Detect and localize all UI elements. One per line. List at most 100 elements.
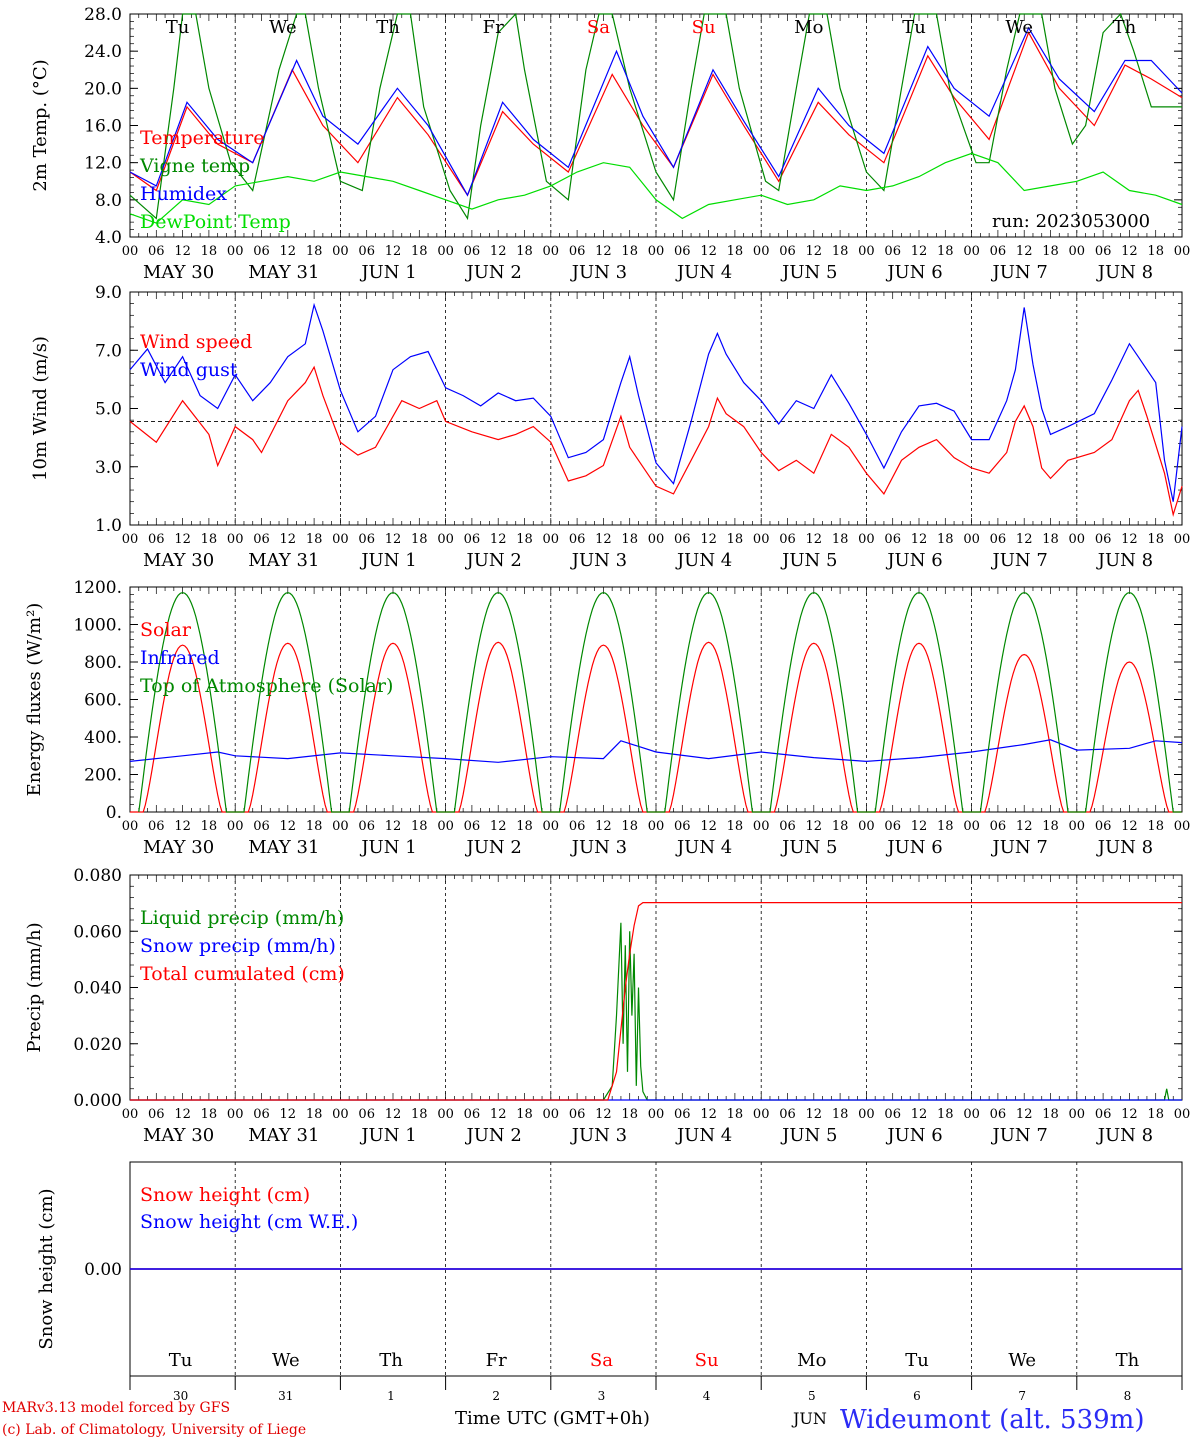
hour-tick-label: 06 — [358, 819, 375, 834]
hour-tick-label: 12 — [490, 819, 507, 834]
series-line-infrared — [129, 739, 1183, 763]
hour-tick-label: 00 — [753, 532, 770, 547]
precip-plot — [130, 902, 1182, 1101]
hour-tick-label: 00 — [122, 819, 139, 834]
date-label: JUN 8 — [1096, 262, 1153, 283]
day-name-label: Th — [376, 17, 400, 38]
hour-tick-label: 12 — [595, 532, 612, 547]
hour-tick-label: 12 — [595, 244, 612, 259]
hour-tick-label: 18 — [1042, 819, 1059, 834]
day-name-label: Sa — [590, 1350, 613, 1371]
date-label: JUN 6 — [885, 262, 942, 283]
legend-liquid-precip-mm-h-: Liquid precip (mm/h) — [140, 907, 344, 929]
y-tick-label: 24.0 — [84, 42, 122, 62]
hour-tick-label: 12 — [806, 1107, 823, 1122]
hour-tick-label: 12 — [911, 244, 928, 259]
y-tick-label: 0.060 — [73, 922, 122, 942]
hour-tick-label: 12 — [1016, 1107, 1033, 1122]
hour-tick-label: 00 — [858, 819, 875, 834]
day-name-label: Tu — [902, 17, 926, 38]
hour-tick-label: 18 — [727, 244, 744, 259]
hour-tick-label: 00 — [858, 532, 875, 547]
legend-top-of-atmosphere-solar-: Top of Atmosphere (Solar) — [140, 675, 393, 697]
hour-tick-label: 06 — [779, 244, 796, 259]
hour-tick-label: 06 — [990, 1107, 1007, 1122]
hour-tick-label: 06 — [569, 819, 586, 834]
day-name-label: Su — [692, 17, 716, 38]
hour-tick-label: 12 — [174, 1107, 191, 1122]
date-label: JUN 4 — [675, 262, 732, 283]
hour-tick-label: 06 — [779, 819, 796, 834]
legend-solar: Solar — [140, 619, 192, 641]
hour-tick-label: 18 — [201, 532, 218, 547]
hour-tick-label: 00 — [1174, 532, 1191, 547]
hour-tick-label: 18 — [1147, 532, 1164, 547]
hour-tick-label: 18 — [727, 819, 744, 834]
hour-tick-label: 06 — [148, 819, 165, 834]
hour-tick-label: 06 — [253, 244, 270, 259]
hour-tick-label: 00 — [543, 1107, 560, 1122]
hour-tick-label: 06 — [884, 532, 901, 547]
date-label: MAY 31 — [248, 837, 319, 858]
hour-tick-label: 12 — [174, 244, 191, 259]
day-number-label: 31 — [278, 1389, 293, 1403]
date-label: JUN 7 — [991, 262, 1048, 283]
hour-tick-label: 18 — [1042, 532, 1059, 547]
hour-tick-label: 18 — [832, 532, 849, 547]
hour-tick-label: 00 — [332, 532, 349, 547]
hour-tick-label: 12 — [700, 819, 717, 834]
date-label: MAY 31 — [248, 550, 319, 571]
series-line-temperature — [129, 31, 1183, 197]
day-name-label: Tu — [169, 1350, 193, 1371]
hour-tick-label: 18 — [411, 819, 428, 834]
hour-tick-label: 00 — [543, 819, 560, 834]
y-tick-label: 5.0 — [95, 400, 122, 420]
date-label: JUN 2 — [465, 837, 522, 858]
series-line-top-of-atmosphere-solar- — [138, 591, 1182, 813]
hour-tick-label: 06 — [674, 532, 691, 547]
hour-tick-label: 00 — [227, 532, 244, 547]
legend-infrared: Infrared — [140, 647, 220, 669]
temp-y-axis-label: 2m Temp. (°C) — [30, 59, 51, 191]
hour-tick-label: 12 — [280, 532, 297, 547]
station-label: Wideumont (alt. 539m) — [840, 1405, 1144, 1435]
date-label: JUN 5 — [780, 550, 837, 571]
y-tick-label: 0.020 — [73, 1035, 122, 1055]
hour-tick-label: 12 — [911, 532, 928, 547]
date-label: MAY 30 — [143, 262, 214, 283]
date-label: JUN 7 — [991, 550, 1048, 571]
date-label: JUN 2 — [465, 1125, 522, 1146]
hour-tick-label: 18 — [411, 532, 428, 547]
hour-tick-label: 18 — [306, 1107, 323, 1122]
hour-tick-label: 18 — [621, 244, 638, 259]
day-name-label: We — [269, 17, 297, 38]
day-name-label: Mo — [794, 17, 823, 38]
legend-wind-speed: Wind speed — [140, 331, 252, 353]
hour-tick-label: 18 — [832, 244, 849, 259]
hour-tick-label: 06 — [779, 532, 796, 547]
temp-panel: 00 06 12 18 00 06 12 18 00 06 12 18 00 06 12 18 00 06 12 18… — [30, 5, 1190, 283]
day-name-label: We — [1008, 1350, 1036, 1371]
hour-tick-label: 18 — [1042, 244, 1059, 259]
series-line-total-cumulated-cm- — [130, 902, 1182, 1101]
energy-frame — [129, 586, 1183, 813]
hour-tick-label: 00 — [122, 244, 139, 259]
hour-tick-label: 06 — [990, 819, 1007, 834]
hour-tick-label: 06 — [148, 532, 165, 547]
day-name-label: Fr — [486, 1350, 507, 1371]
y-tick-label: 4.0 — [95, 228, 122, 248]
hour-tick-label: 18 — [516, 819, 533, 834]
hour-tick-label: 12 — [174, 532, 191, 547]
y-tick-label: 20.0 — [84, 79, 122, 99]
hour-tick-label: 12 — [385, 532, 402, 547]
date-label: JUN 6 — [885, 550, 942, 571]
date-label: JUN 1 — [359, 262, 416, 283]
hour-tick-label: 00 — [963, 532, 980, 547]
legend-vigne-temp: Vigne temp — [139, 155, 250, 177]
hour-tick-label: 06 — [1095, 819, 1112, 834]
model-credit-line2: (c) Lab. of Climatology, University of L… — [2, 1422, 306, 1438]
hour-tick-label: 18 — [201, 1107, 218, 1122]
day-name-label: Tu — [166, 17, 190, 38]
hour-tick-label: 06 — [569, 532, 586, 547]
hour-tick-label: 00 — [1069, 1107, 1086, 1122]
